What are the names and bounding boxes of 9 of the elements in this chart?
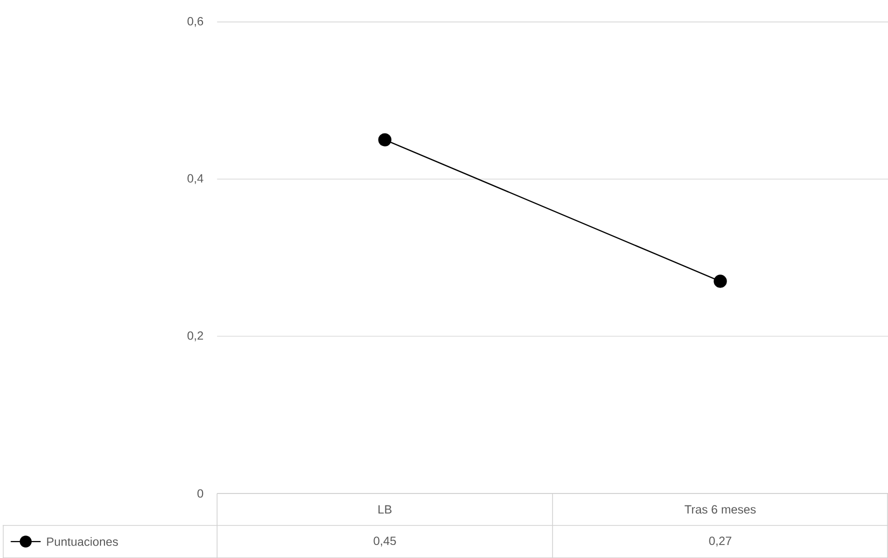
data-label: 0,27 <box>709 536 732 546</box>
y-tick-label: 0 <box>197 489 204 498</box>
y-tick-label: 0,2 <box>188 331 204 342</box>
y-tick-label: 0,6 <box>188 16 204 27</box>
x-tick-label: LB <box>378 505 392 514</box>
data-label: 0,45 <box>374 536 396 546</box>
legend-label: Puntuaciones <box>47 537 118 546</box>
y-tick-label: 0,4 <box>188 174 204 184</box>
x-tick-label: Tras 6 meses <box>684 505 756 514</box>
